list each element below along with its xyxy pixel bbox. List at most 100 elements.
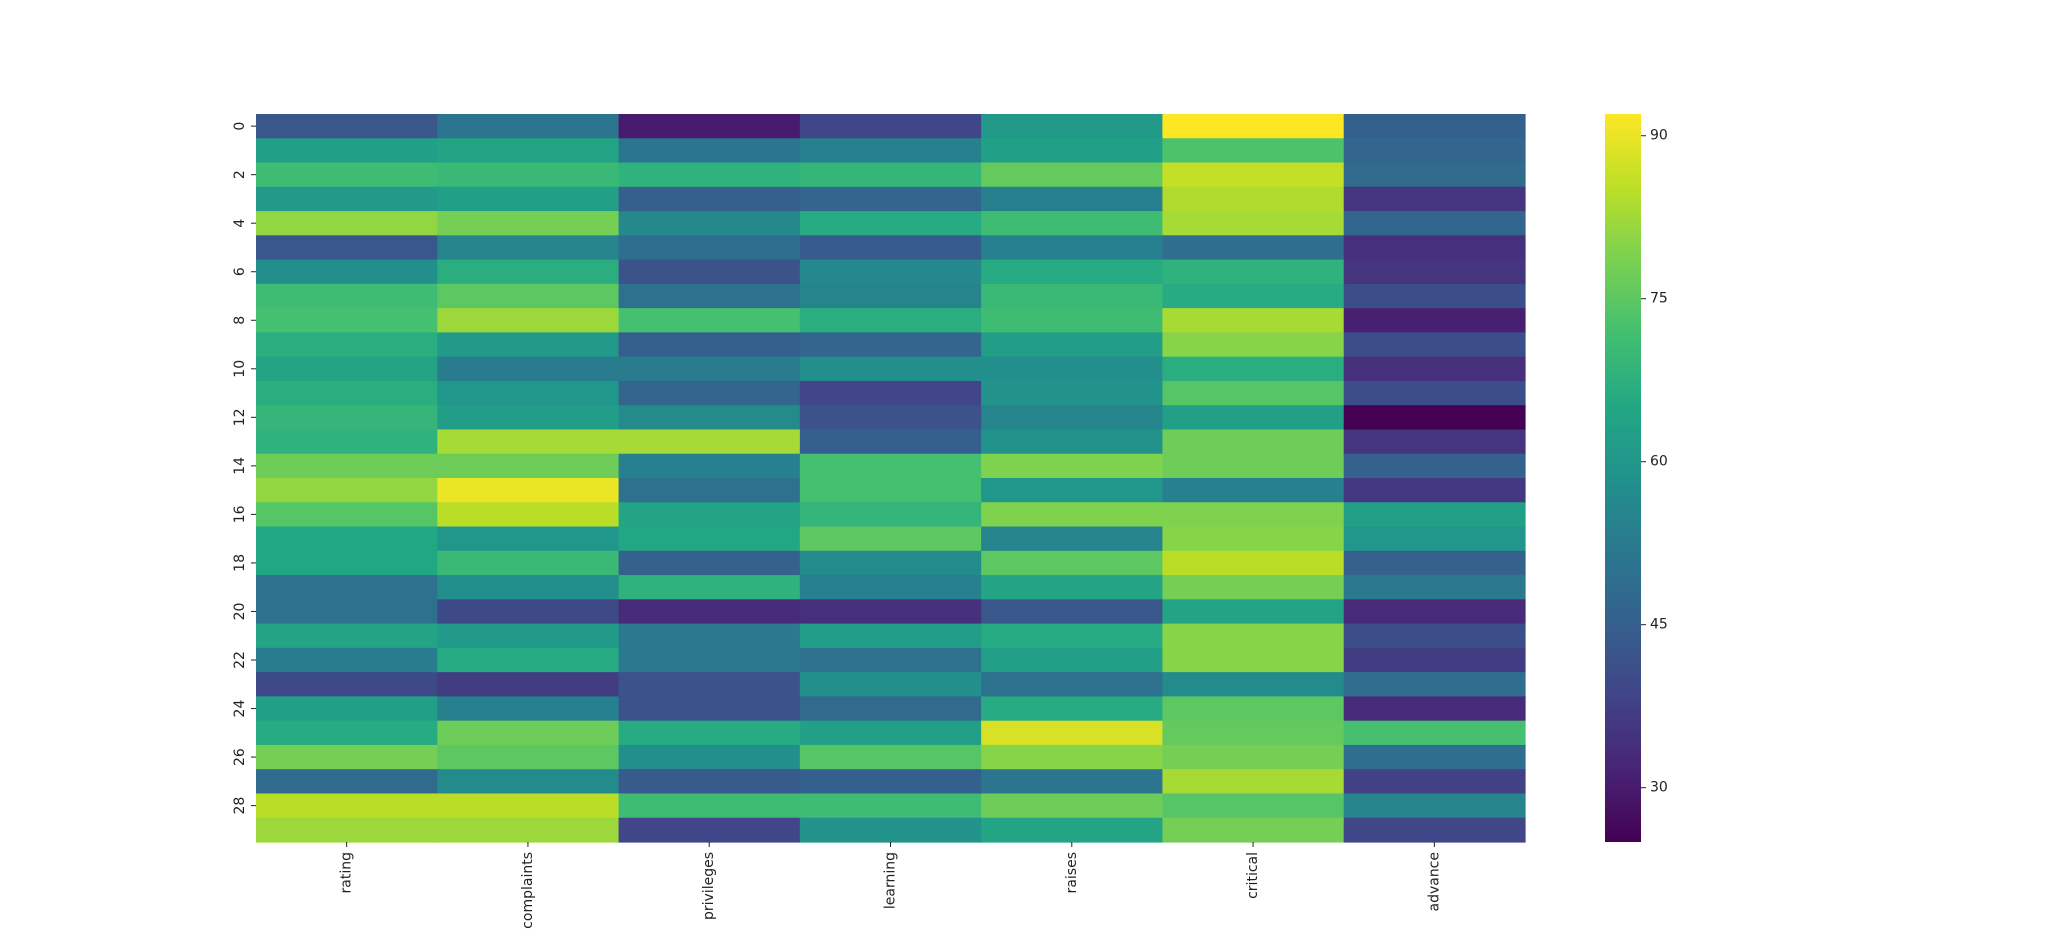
heatmap-cell xyxy=(437,623,620,649)
heatmap-cell xyxy=(618,259,801,285)
heatmap-cell xyxy=(618,356,801,382)
heatmap-cell xyxy=(981,502,1164,528)
heatmap-cell xyxy=(437,647,620,673)
heatmap-cell xyxy=(1343,599,1526,625)
heatmap-cell xyxy=(256,647,438,673)
heatmap-cell xyxy=(1343,259,1526,285)
heatmap-cell xyxy=(256,575,438,600)
heatmap-cell xyxy=(437,793,620,819)
heatmap-cell xyxy=(437,720,620,746)
heatmap-cell xyxy=(437,308,620,333)
heatmap-cell xyxy=(437,575,620,600)
heatmap-cell xyxy=(1343,744,1526,770)
heatmap-cell xyxy=(437,453,620,479)
heatmap-cell xyxy=(437,744,620,770)
heatmap-cell xyxy=(1162,502,1345,528)
heatmap-cell xyxy=(437,186,620,212)
heatmap-cell xyxy=(437,550,620,576)
y-tick-label: 20 xyxy=(232,603,248,621)
heatmap-cell xyxy=(981,283,1164,309)
heatmap-cell xyxy=(799,308,982,333)
heatmap-cell xyxy=(1343,186,1526,212)
heatmap-cell xyxy=(437,380,620,406)
heatmap-cell xyxy=(981,599,1164,625)
heatmap-cell xyxy=(256,817,438,843)
heatmap-cell xyxy=(981,575,1164,600)
heatmap-cell xyxy=(437,599,620,625)
heatmap-cell xyxy=(1162,308,1345,333)
heatmap-cell xyxy=(437,769,620,795)
heatmap-cell xyxy=(1343,575,1526,600)
heatmap-cell xyxy=(618,405,801,431)
heatmap-cell xyxy=(256,259,438,285)
x-tick-label: raises xyxy=(1064,852,1080,893)
heatmap-cell xyxy=(799,769,982,795)
heatmap-cell xyxy=(256,211,438,236)
heatmap-cell xyxy=(256,599,438,625)
heatmap-cell xyxy=(799,672,982,697)
heatmap-cell xyxy=(1162,550,1345,576)
heatmap-cell xyxy=(1343,235,1526,261)
heatmap-cell xyxy=(256,793,438,819)
heatmap-cell xyxy=(799,720,982,746)
colorbar-tick-label: 60 xyxy=(1650,454,1668,470)
heatmap-cell xyxy=(981,211,1164,236)
heatmap-cell xyxy=(1162,114,1345,139)
heatmap-cell xyxy=(981,696,1164,722)
heatmap-cell xyxy=(256,526,438,552)
heatmap-cell xyxy=(256,550,438,576)
heatmap-cell xyxy=(981,623,1164,649)
heatmap-cell xyxy=(618,599,801,625)
heatmap-cell xyxy=(437,526,620,552)
heatmap-cell xyxy=(1162,744,1345,770)
y-tick-label: 4 xyxy=(232,219,248,228)
heatmap-cell xyxy=(799,550,982,576)
y-tick-label: 16 xyxy=(232,505,248,523)
heatmap-cell xyxy=(437,235,620,261)
heatmap-cell xyxy=(1343,211,1526,236)
heatmap-cell xyxy=(1162,623,1345,649)
heatmap-cell xyxy=(799,575,982,600)
heatmap-cell xyxy=(437,211,620,236)
heatmap-cell xyxy=(618,550,801,576)
heatmap-cell xyxy=(618,283,801,309)
heatmap-cell xyxy=(1162,332,1345,358)
colorbar-tick-label: 75 xyxy=(1650,291,1668,307)
heatmap-cell xyxy=(256,138,438,164)
heatmap-cell xyxy=(981,769,1164,795)
heatmap-cell xyxy=(256,502,438,528)
heatmap-cell xyxy=(618,453,801,479)
heatmap-cell xyxy=(618,623,801,649)
heatmap-cell xyxy=(618,429,801,455)
heatmap-cell xyxy=(256,405,438,431)
heatmap-cell xyxy=(1162,356,1345,382)
heatmap-cell xyxy=(1162,599,1345,625)
y-tick-label: 24 xyxy=(232,700,248,718)
heatmap-cell xyxy=(618,186,801,212)
heatmap-cell xyxy=(981,380,1164,406)
heatmap-cell xyxy=(1162,575,1345,600)
heatmap-cell xyxy=(256,283,438,309)
heatmap-cell xyxy=(618,332,801,358)
heatmap-cell xyxy=(799,429,982,455)
heatmap-cell xyxy=(256,623,438,649)
x-tick-label: complaints xyxy=(520,852,536,929)
heatmap-cell xyxy=(618,647,801,673)
heatmap-cell xyxy=(799,744,982,770)
heatmap-cell xyxy=(256,356,438,382)
heatmap-cell xyxy=(256,672,438,697)
heatmap-cell xyxy=(799,380,982,406)
heatmap-cell xyxy=(1343,793,1526,819)
heatmap-cell xyxy=(799,405,982,431)
heatmap-cell xyxy=(437,478,620,503)
heatmap-cell xyxy=(981,478,1164,503)
heatmap-cell xyxy=(799,162,982,188)
heatmap-cell xyxy=(981,647,1164,673)
heatmap-cell xyxy=(437,138,620,164)
heatmap-cell xyxy=(618,672,801,697)
heatmap-cell xyxy=(437,405,620,431)
heatmap-cell xyxy=(799,817,982,843)
heatmap-cell xyxy=(1343,817,1526,843)
heatmap-cell xyxy=(256,453,438,479)
heatmap-cell xyxy=(618,769,801,795)
